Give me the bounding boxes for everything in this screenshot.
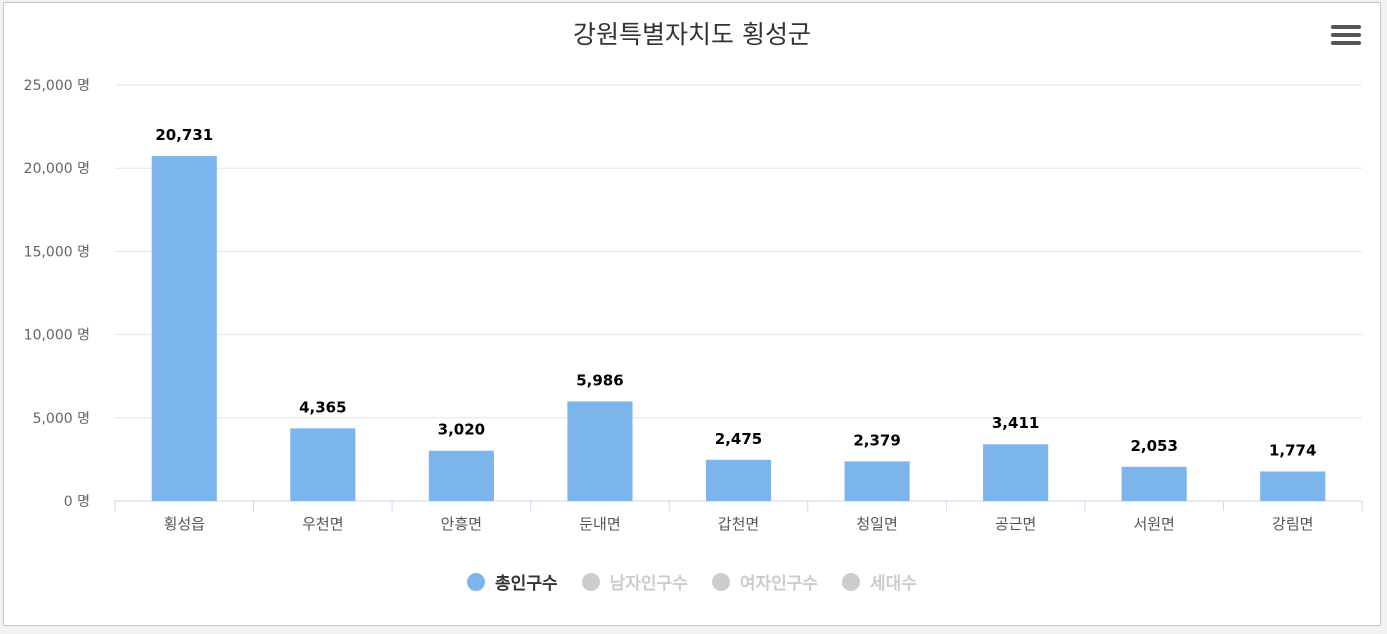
y-tick-label: 10,000 명	[24, 328, 90, 344]
bar[interactable]	[290, 428, 356, 501]
legend-label: 세대수	[870, 574, 917, 594]
legend-dot-icon	[842, 572, 861, 591]
bar[interactable]	[1260, 471, 1326, 501]
y-tick-label: 15,000 명	[24, 244, 90, 260]
chart-legend: 총인구수 남자인구수 여자인구수 세대수	[4, 569, 1380, 594]
data-label: 2,475	[715, 430, 762, 448]
chart-container: 강원특별자치도 횡성군 0 명 5,000 명 10,000 명 15,000 명 20…	[3, 2, 1381, 626]
data-label: 3,411	[992, 414, 1039, 432]
legend-label: 남자인구수	[609, 574, 688, 594]
x-tick-label: 청일면	[856, 515, 897, 533]
x-tick-label: 둔내면	[579, 515, 620, 533]
data-label: 3,020	[438, 421, 485, 439]
bar[interactable]	[705, 459, 772, 501]
y-tick-label: 20,000 명	[24, 161, 90, 177]
y-tick-label: 5,000 명	[33, 411, 90, 427]
legend-item[interactable]: 남자인구수	[581, 569, 688, 594]
bar[interactable]	[1121, 466, 1187, 501]
data-label: 1,774	[1269, 441, 1316, 459]
data-label: 2,379	[853, 431, 900, 449]
legend-dot-icon	[711, 572, 730, 591]
bar-chart: 0 명 5,000 명 10,000 명 15,000 명 20,000 명 25,000…	[24, 78, 1363, 533]
x-tick-label: 강림면	[1272, 515, 1313, 533]
legend-item[interactable]: 총인구수	[467, 569, 558, 594]
legend-label: 총인구수	[495, 574, 558, 594]
x-tick-label: 서원면	[1133, 515, 1174, 533]
legend-item[interactable]: 여자인구수	[711, 569, 819, 594]
data-label: 20,731	[155, 126, 213, 144]
legend-item[interactable]: 세대수	[842, 569, 917, 594]
bar[interactable]	[983, 444, 1049, 501]
x-tick-label: 횡성읍	[164, 515, 205, 533]
x-tick-label: 우천면	[302, 515, 343, 533]
y-tick-label: 0 명	[64, 494, 90, 510]
bar[interactable]	[151, 156, 217, 501]
y-tick-label: 25,000 명	[24, 78, 90, 94]
bar[interactable]	[567, 401, 633, 501]
data-label: 5,986	[576, 371, 623, 389]
chart-title: 강원특별자치도 횡성군	[573, 20, 811, 49]
legend-label: 여자인구수	[739, 574, 819, 594]
bar[interactable]	[844, 461, 910, 501]
x-tick-label: 안흥면	[441, 515, 482, 533]
legend-dot-icon	[581, 572, 600, 591]
legend-dot-icon	[467, 572, 486, 591]
data-label: 4,365	[299, 398, 346, 416]
hamburger-menu-icon[interactable]	[1331, 25, 1361, 51]
bar[interactable]	[428, 450, 494, 501]
data-label: 2,053	[1130, 437, 1177, 455]
x-tick-label: 갑천면	[718, 515, 759, 533]
x-tick-label: 공근면	[995, 515, 1036, 533]
